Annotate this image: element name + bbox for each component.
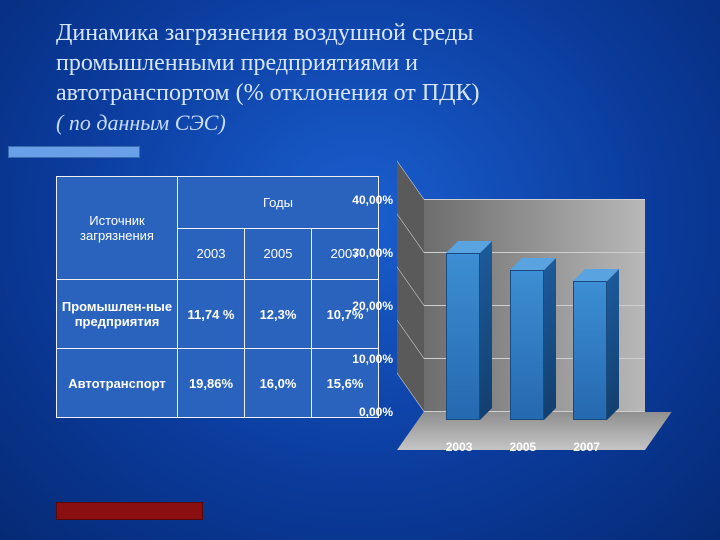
title-line-2: промышленными предприятиями и <box>56 48 690 78</box>
row-label-1: Автотранспорт <box>57 349 178 418</box>
bar <box>446 253 480 420</box>
table-row: Источник загрязнения Годы <box>57 177 379 229</box>
content-row: Источник загрязнения Годы 2003 2005 2007… <box>56 176 690 450</box>
data-table: Источник загрязнения Годы 2003 2005 2007… <box>56 176 379 418</box>
grid-line <box>424 199 645 200</box>
header-year-0: 2003 <box>178 228 245 280</box>
title-block: Динамика загрязнения воздушной среды про… <box>56 18 690 136</box>
y-tick-label: 40,00% <box>352 193 393 207</box>
x-tick-label: 2007 <box>573 440 600 454</box>
y-tick-label: 0,00% <box>359 405 393 419</box>
cell-0-1: 12,3% <box>245 280 312 349</box>
header-source: Источник загрязнения <box>57 177 178 280</box>
bar <box>573 281 607 420</box>
row-label-0: Промышлен-ные предприятия <box>57 280 178 349</box>
y-tick-label: 20,00% <box>352 299 393 313</box>
accent-bar <box>8 146 140 158</box>
title-line-3: автотранспортом (% отклонения от ПДК) <box>56 78 690 108</box>
bar <box>510 270 544 420</box>
cell-0-2: 10,7% <box>312 280 379 349</box>
decor-bar <box>56 502 203 520</box>
title-line-1: Динамика загрязнения воздушной среды <box>56 18 690 48</box>
y-tick-label: 10,00% <box>352 352 393 366</box>
header-year-1: 2005 <box>245 228 312 280</box>
cell-0-0: 11,74 % <box>178 280 245 349</box>
header-years: Годы <box>178 177 379 229</box>
x-tick-label: 2005 <box>510 440 537 454</box>
table-row: Автотранспорт 19,86% 16,0% 15,6% <box>57 349 379 418</box>
slide: Динамика загрязнения воздушной среды про… <box>0 0 720 540</box>
x-tick-label: 2003 <box>446 440 473 454</box>
bar-chart: 0,00%10,00%20,00%30,00%40,00% 2003200520… <box>397 180 645 450</box>
y-tick-label: 30,00% <box>352 246 393 260</box>
cell-1-0: 19,86% <box>178 349 245 418</box>
cell-1-1: 16,0% <box>245 349 312 418</box>
subtitle: ( по данным СЭС) <box>56 110 690 136</box>
table-row: Промышлен-ные предприятия 11,74 % 12,3% … <box>57 280 379 349</box>
